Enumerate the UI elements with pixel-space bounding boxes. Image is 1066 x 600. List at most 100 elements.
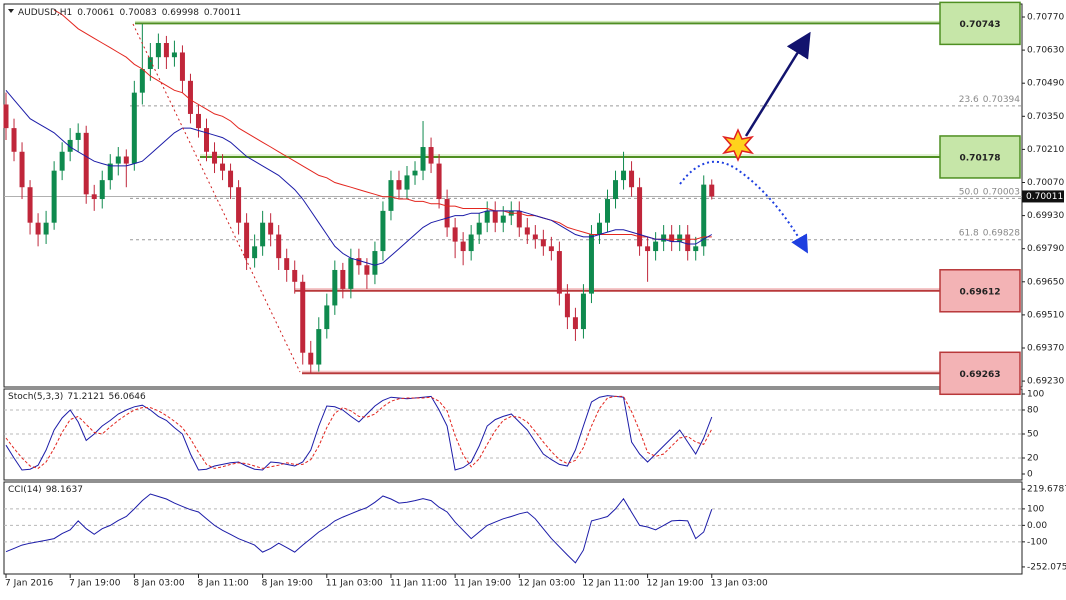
y-tick-label: 20 — [1027, 454, 1039, 464]
y-tick-label: 0.69510 — [1027, 310, 1064, 320]
candle-body — [36, 223, 41, 235]
candle-body — [52, 171, 57, 223]
candle-body — [172, 52, 177, 57]
y-tick-label: 80 — [1027, 406, 1039, 416]
x-tick-label: 8 Jan 03:00 — [133, 579, 185, 589]
candle-body — [573, 317, 578, 329]
candle-body — [541, 239, 546, 246]
candle-body — [268, 223, 273, 235]
candle-body — [164, 43, 169, 57]
indicator-header: CCI(14) 98.1637 — [8, 485, 83, 495]
price-tag-label: 0.70011 — [1026, 192, 1063, 202]
candle-body — [44, 223, 49, 235]
candle-body — [100, 180, 105, 199]
candle-body — [92, 194, 97, 199]
candle-body — [709, 185, 714, 197]
candle-body — [413, 171, 418, 176]
candle-body — [132, 93, 137, 164]
candle-body — [140, 69, 145, 93]
candle-body — [629, 171, 634, 188]
candle-body — [485, 211, 490, 223]
candle-body — [597, 223, 602, 235]
fib-price: 0.70394 — [983, 94, 1020, 104]
x-tick-label: 8 Jan 19:00 — [262, 579, 314, 589]
candle-body — [236, 187, 241, 222]
fib-price: 0.69828 — [983, 228, 1020, 238]
candle-body — [565, 294, 570, 318]
x-tick-label: 13 Jan 03:00 — [711, 579, 768, 589]
y-tick-label: 0.70210 — [1027, 145, 1064, 155]
level-label: 0.70743 — [960, 20, 1001, 30]
indicator-value: 98.1637 — [46, 485, 83, 495]
candle-body — [653, 242, 658, 251]
candle-body — [396, 180, 401, 189]
fib-ratio: 61.8 — [959, 228, 979, 238]
y-tick-label: 0.69370 — [1027, 343, 1064, 353]
candle-body — [461, 242, 466, 251]
candle-body — [589, 235, 594, 294]
candle-body — [204, 128, 209, 152]
y-tick-label: 0.70770 — [1027, 13, 1064, 23]
candle-body — [637, 187, 642, 246]
symbol: AUDUSD,H1 — [18, 8, 72, 18]
indicator-title: CCI(14) — [8, 485, 42, 495]
candle-body — [228, 171, 233, 188]
x-tick-label: 12 Jan 11:00 — [582, 579, 639, 589]
x-tick-label: 8 Jan 11:00 — [197, 579, 249, 589]
candle-body — [124, 156, 129, 163]
candle-body — [196, 114, 201, 128]
y-tick-label: 100 — [1027, 504, 1044, 514]
y-tick-label: -100 — [1027, 537, 1048, 547]
candle-body — [549, 246, 554, 251]
x-tick-label: 7 Jan 2016 — [5, 579, 53, 589]
level-label: 0.70178 — [960, 153, 1001, 163]
y-tick-label: 0.69930 — [1027, 211, 1064, 221]
candle-body — [669, 235, 674, 242]
candle-body — [469, 235, 474, 252]
candle-body — [421, 147, 426, 171]
candle-body — [220, 164, 225, 171]
y-tick-label: 0 — [1027, 470, 1033, 480]
y-tick-label: 0.70070 — [1027, 178, 1064, 188]
candle-body — [60, 152, 65, 171]
y-tick-label: 0.70490 — [1027, 79, 1064, 89]
candle-body — [244, 223, 249, 258]
candle-body — [645, 246, 650, 251]
candle-body — [188, 81, 193, 114]
candle-body — [308, 353, 313, 365]
candle-body — [685, 235, 690, 252]
x-tick-label: 12 Jan 03:00 — [518, 579, 575, 589]
candle-body — [525, 227, 530, 234]
price-panel — [4, 4, 1022, 387]
candle-body — [284, 258, 289, 270]
fib-label: 61.8 0.69828 — [959, 228, 1021, 238]
fib-ratio: 50.0 — [959, 187, 979, 197]
level-label: 0.69612 — [960, 287, 1001, 297]
x-tick-label: 7 Jan 19:00 — [69, 579, 121, 589]
candle-body — [180, 52, 185, 80]
y-tick-label: 0.00 — [1027, 521, 1047, 531]
candle-body — [661, 235, 666, 242]
y-tick-label: 0.69230 — [1027, 377, 1064, 387]
candle-body — [613, 180, 618, 199]
candle-body — [76, 133, 81, 140]
x-tick-label: 11 Jan 19:00 — [454, 579, 511, 589]
candle-body — [252, 246, 257, 258]
y-tick-label: 0.70630 — [1027, 46, 1064, 56]
candle-body — [316, 329, 321, 364]
candle-body — [340, 270, 345, 289]
candle-body — [405, 175, 410, 189]
candle-body — [12, 128, 17, 152]
candle-body — [116, 156, 121, 163]
candle-body — [28, 187, 33, 222]
candle-body — [501, 216, 506, 223]
y-tick-label: -252.0753 — [1027, 562, 1066, 572]
candle-body — [212, 152, 217, 164]
fib-price: 0.70003 — [983, 187, 1020, 197]
candle-body — [364, 265, 369, 274]
candle-body — [581, 294, 586, 329]
